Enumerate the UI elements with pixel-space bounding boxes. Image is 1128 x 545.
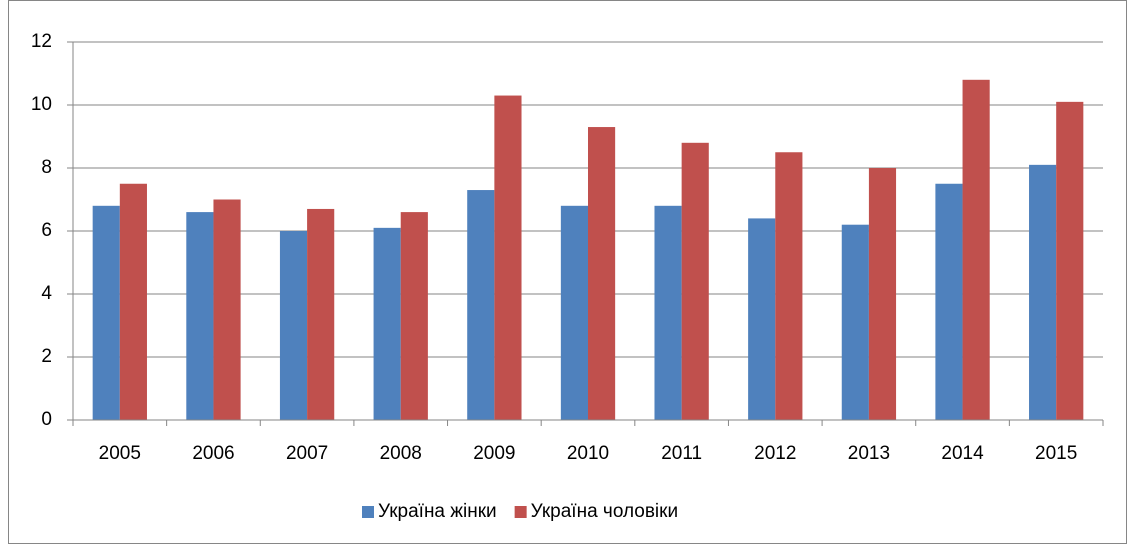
bar: [560, 205, 588, 420]
bar: [373, 227, 401, 420]
bar: [681, 142, 709, 421]
bar: [775, 152, 803, 420]
y-tick-label: 0: [41, 409, 52, 430]
y-tick-label: 2: [41, 346, 52, 367]
y-tick-label: 4: [41, 283, 52, 304]
bar: [119, 183, 147, 420]
x-tick-label: 2006: [192, 443, 234, 464]
x-tick-label: 2015: [1035, 443, 1077, 464]
x-tick-label: 2007: [286, 443, 328, 464]
x-tick-label: 2011: [661, 443, 702, 464]
x-tick-label: 2012: [754, 443, 796, 464]
bar: [213, 199, 241, 420]
legend-swatch: [514, 506, 527, 518]
y-tick-label: 12: [31, 31, 52, 52]
bar: [935, 183, 963, 420]
bar: [868, 168, 897, 420]
x-tick-label: 2005: [99, 443, 141, 464]
bar: [186, 212, 214, 420]
bar: [400, 212, 428, 420]
bar: [92, 205, 120, 420]
bar: [1056, 101, 1084, 420]
bar: [279, 231, 308, 420]
x-tick-label: 2010: [567, 443, 609, 464]
bar: [588, 127, 616, 421]
y-tick-label: 8: [41, 157, 52, 178]
bar: [1029, 164, 1057, 420]
bar: [962, 79, 990, 421]
bar: [748, 218, 776, 420]
x-tick-label: 2014: [941, 443, 984, 464]
bar: [841, 224, 869, 420]
legend-swatch: [362, 506, 374, 518]
x-tick-label: 2008: [380, 443, 422, 464]
legend-label: Україна чоловіки: [531, 501, 678, 522]
bar: [467, 190, 495, 420]
legend-label: Україна жінки: [378, 501, 497, 522]
x-tick-label: 2013: [848, 443, 890, 464]
bar: [307, 208, 335, 420]
bar: [494, 95, 522, 421]
bar: [654, 205, 682, 420]
y-tick-label: 10: [31, 94, 52, 115]
y-tick-label: 6: [41, 220, 52, 241]
x-tick-label: 2009: [473, 443, 515, 464]
